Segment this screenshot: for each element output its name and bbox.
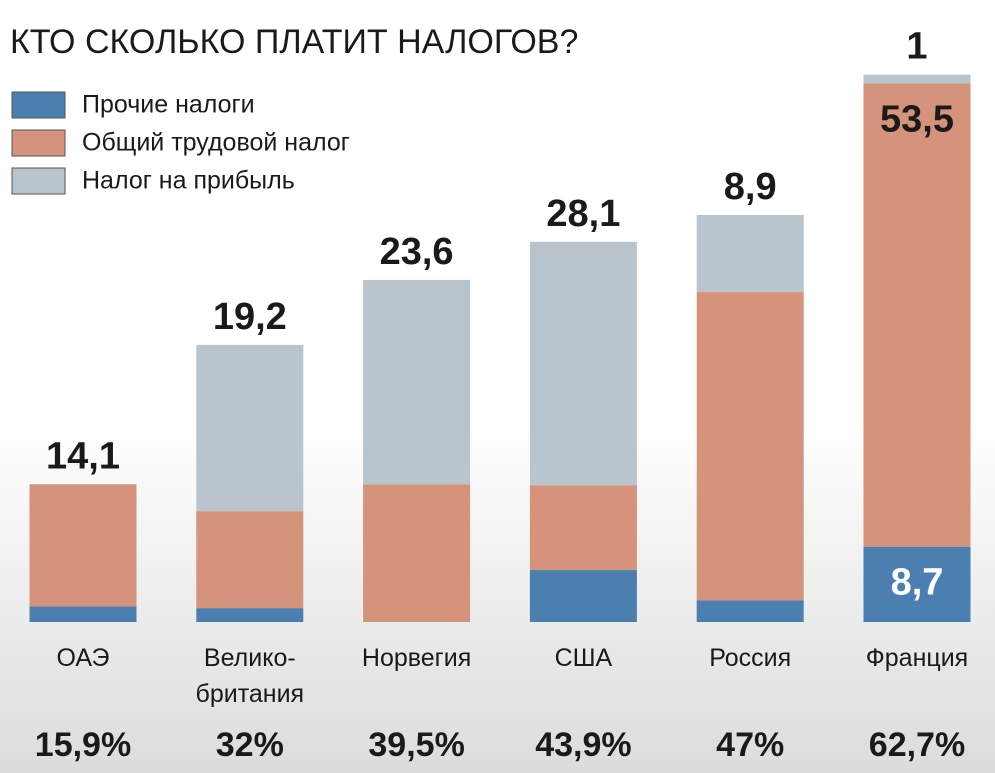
bar-segment <box>529 570 637 622</box>
legend-swatch <box>11 91 66 119</box>
total-label: 15,9% <box>35 726 131 764</box>
data-label: 1 <box>906 26 927 68</box>
bar-segment <box>363 484 471 622</box>
bar-segment <box>196 608 304 622</box>
bar-segment <box>696 600 804 622</box>
bar-segment <box>696 214 804 293</box>
data-label: 19,2 <box>213 296 287 338</box>
x-tick-label: Норвегия <box>362 644 471 672</box>
data-label: 23,6 <box>380 231 454 273</box>
x-tick-label: Велико-британия <box>196 644 305 708</box>
bar-segment <box>863 546 971 622</box>
legend-swatch <box>11 129 66 157</box>
total-label: 39,5% <box>368 726 464 764</box>
data-label: 8,9 <box>724 166 777 208</box>
x-tick-label: Франция <box>866 644 968 672</box>
x-tick-label: ОАЭ <box>57 644 110 672</box>
bar-segment <box>363 279 471 485</box>
data-label: 8,7 <box>891 562 944 604</box>
legend-swatch <box>11 167 66 195</box>
bar-segment <box>196 344 304 512</box>
x-tick-label: Россия <box>709 644 791 672</box>
bar-segment <box>696 292 804 601</box>
data-label: 28,1 <box>546 193 620 235</box>
legend-label: Общий трудовой налог <box>82 129 350 157</box>
bar-segment <box>529 485 637 571</box>
total-label: 32% <box>216 726 284 764</box>
x-tick-label: США <box>555 644 613 672</box>
total-label: 62,7% <box>869 726 965 764</box>
bar-segment <box>529 241 637 486</box>
chart-title: КТО СКОЛЬКО ПЛАТИТ НАЛОГОВ? <box>10 23 578 61</box>
data-label: 53,5 <box>880 98 954 140</box>
total-label: 43,9% <box>535 726 631 764</box>
bar-segment <box>196 511 304 609</box>
total-label: 47% <box>716 726 784 764</box>
legend-label: Налог на прибыль <box>82 167 295 195</box>
bar-segment <box>29 606 137 622</box>
bar-segment <box>29 484 137 607</box>
data-label: 14,1 <box>46 435 120 477</box>
bar-segment <box>863 83 971 547</box>
bar-segment <box>863 74 971 84</box>
legend-label: Прочие налоги <box>82 91 255 119</box>
